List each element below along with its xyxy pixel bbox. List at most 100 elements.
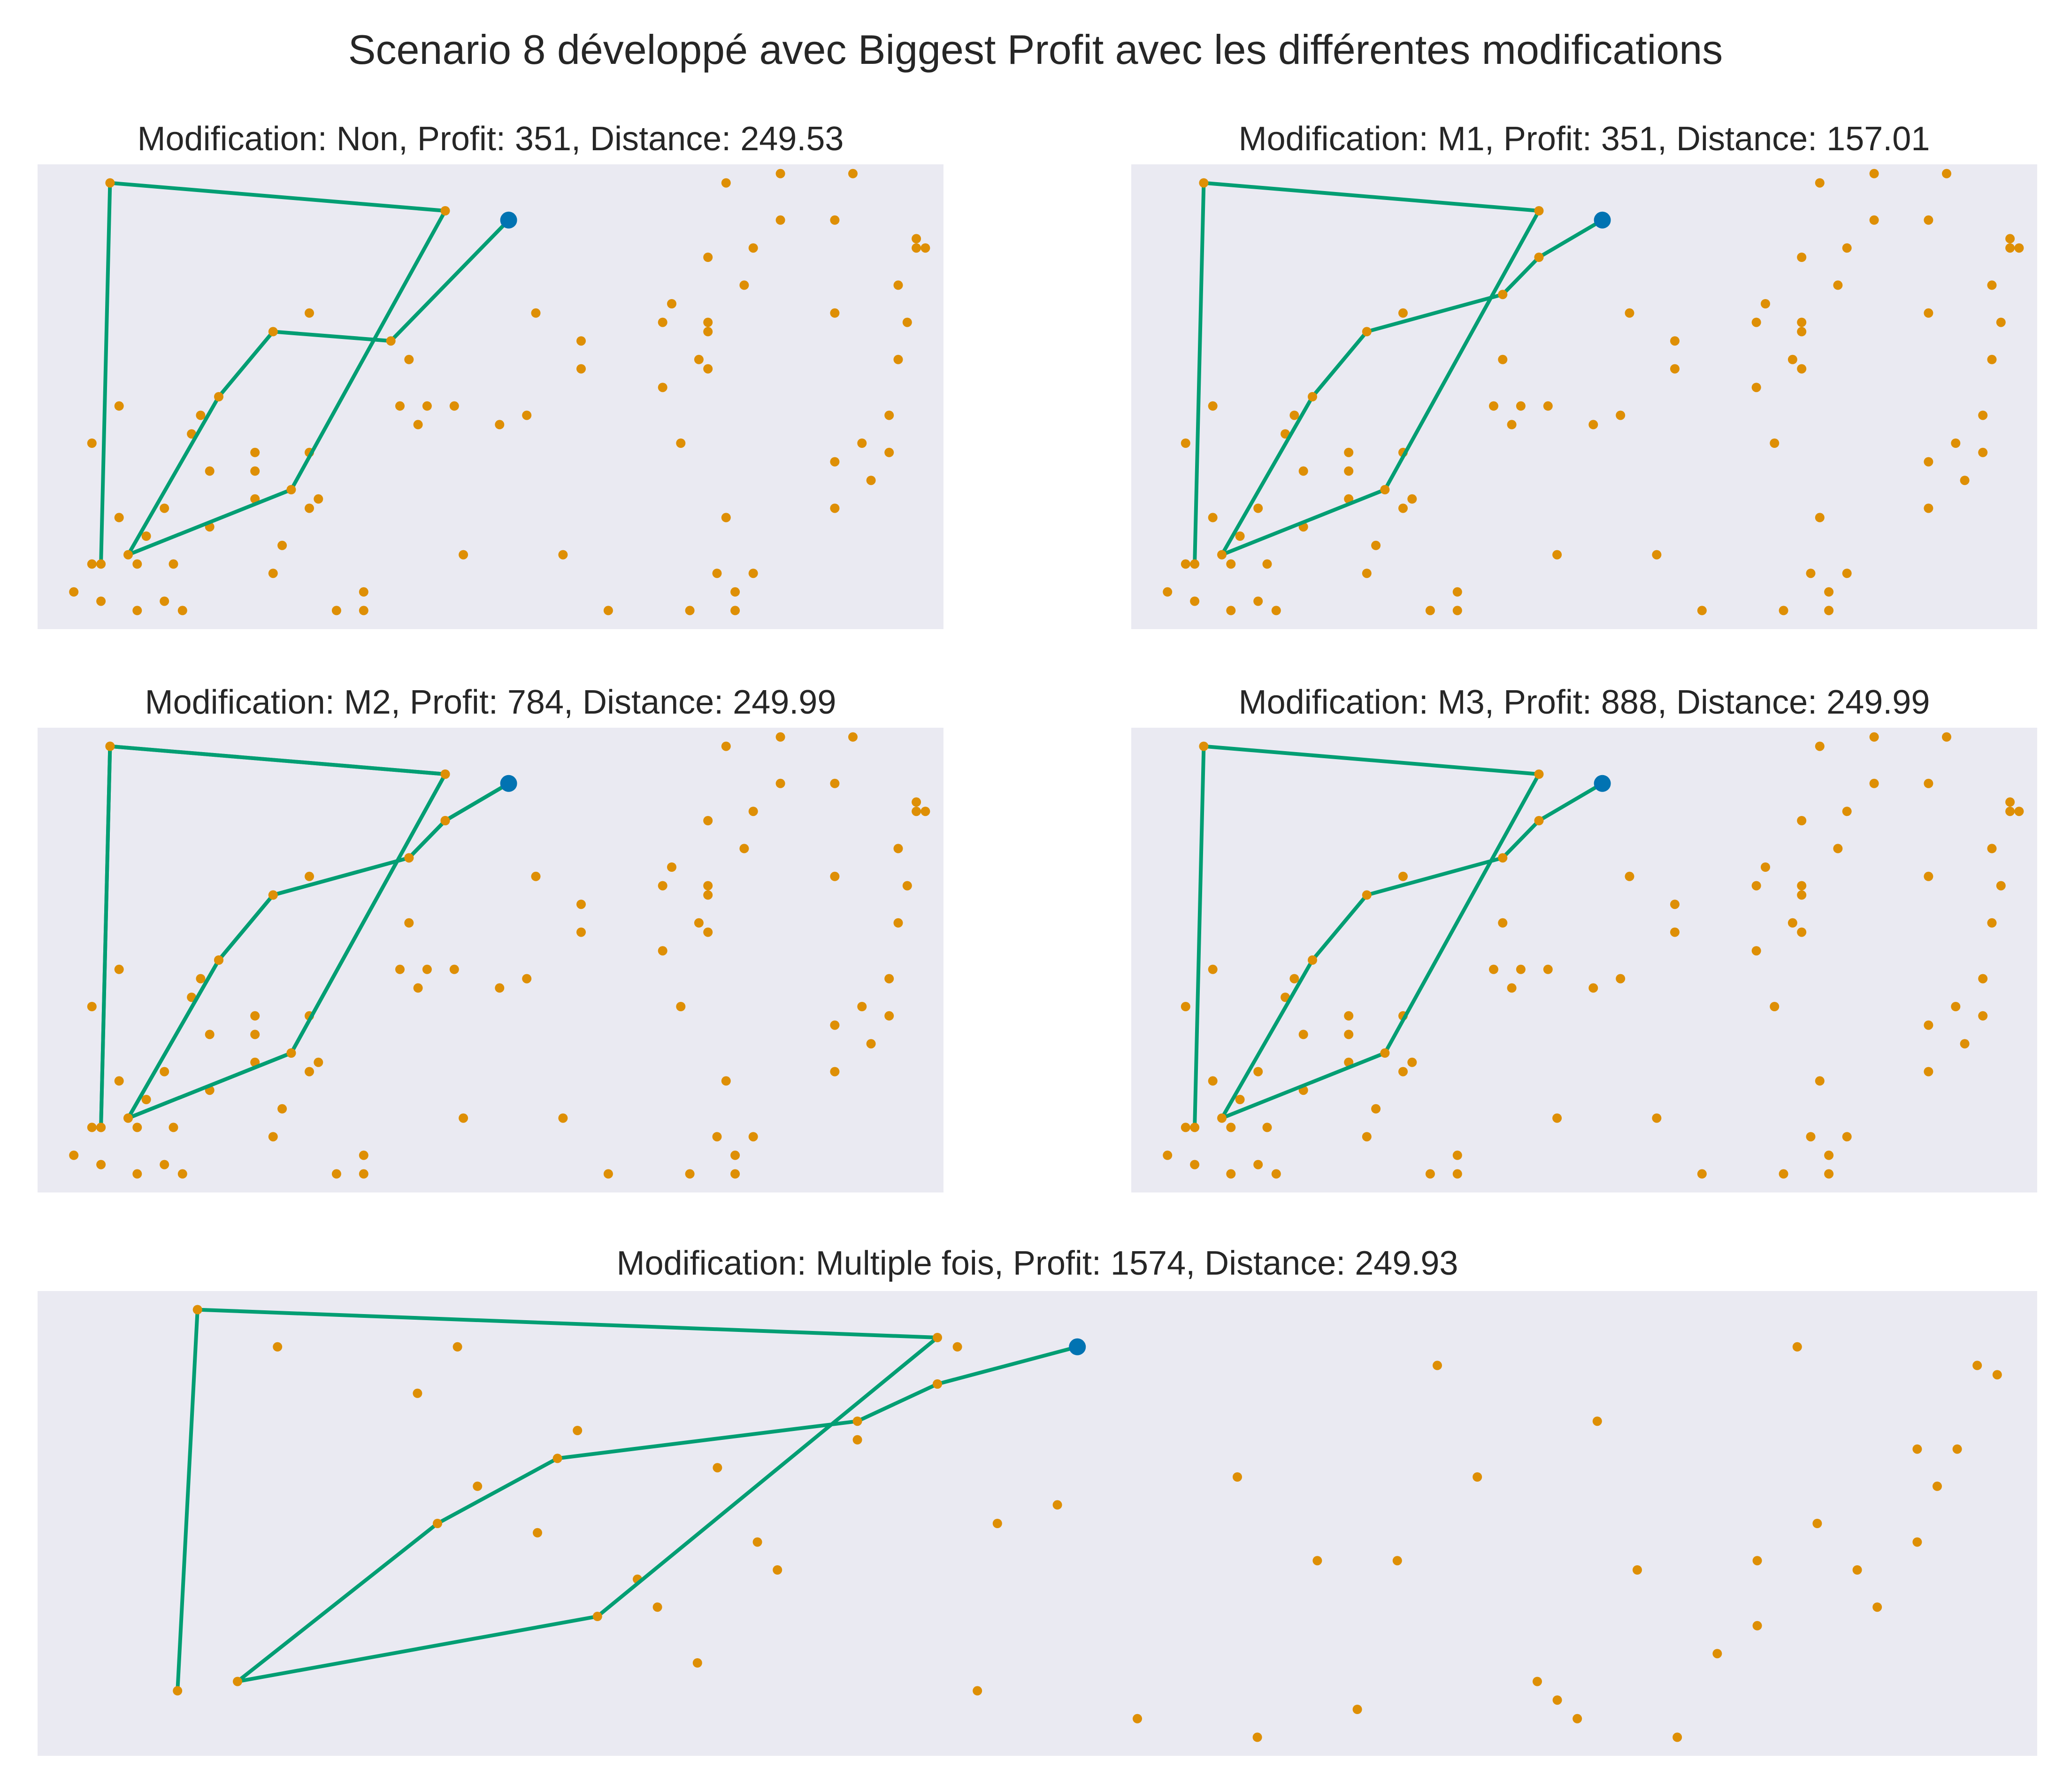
customer-point [830, 1067, 840, 1077]
customer-point [830, 503, 840, 513]
customer-point [177, 1169, 187, 1179]
customer-point [857, 438, 867, 448]
customer-point [1298, 466, 1308, 476]
customer-point [314, 494, 323, 504]
customer-point [1797, 816, 1807, 825]
customer-point [268, 1132, 278, 1142]
customer-point [712, 569, 722, 578]
customer-point [1996, 881, 2006, 891]
customer-point [603, 606, 613, 615]
customer-point [96, 1160, 106, 1169]
customer-point [721, 1076, 731, 1086]
route-line [99, 744, 510, 1128]
route-vertex [123, 550, 133, 560]
customer-point [1344, 1011, 1354, 1021]
customer-point [1806, 569, 1816, 578]
customer-point [830, 215, 840, 225]
start-depot-point [500, 775, 517, 792]
customer-point [1489, 964, 1498, 974]
customer-point [1812, 1519, 1822, 1528]
customer-point [1516, 964, 1526, 974]
customer-point [196, 974, 206, 984]
customer-point [114, 401, 124, 411]
customer-point [2005, 797, 2015, 807]
customer-point [1824, 1169, 1834, 1179]
customer-point [1452, 1150, 1462, 1160]
customer-point [422, 964, 432, 974]
customer-point [1163, 1150, 1173, 1160]
customer-point [1133, 1714, 1142, 1723]
customer-point [522, 974, 532, 984]
customer-point [912, 243, 921, 253]
customer-point [1398, 308, 1408, 318]
customer-point [1670, 364, 1680, 374]
customer-point [884, 974, 894, 984]
customer-point [531, 308, 541, 318]
customer-point [1473, 1472, 1482, 1482]
customer-point [114, 964, 124, 974]
customer-point [775, 778, 785, 788]
customer-point [404, 354, 414, 364]
route-vertex [268, 327, 278, 337]
customer-point [1271, 606, 1281, 615]
customer-point [1208, 513, 1218, 523]
customer-point [1842, 1132, 1852, 1142]
customer-point [973, 1686, 982, 1696]
customer-point [1289, 410, 1299, 420]
route-vertex [433, 1519, 442, 1528]
customer-point [775, 732, 785, 742]
customer-point [1815, 741, 1825, 751]
customer-point [495, 983, 505, 993]
customer-point [1208, 1076, 1218, 1086]
customer-point [1824, 1150, 1834, 1160]
customer-point [1987, 354, 1997, 364]
customer-point [87, 559, 97, 569]
route-vertex [1199, 178, 1209, 188]
customer-point [1507, 420, 1517, 430]
customer-point [852, 1435, 862, 1445]
customer-point [1751, 383, 1761, 392]
customer-point [1787, 354, 1797, 364]
route-vertex [404, 853, 414, 863]
plot-area [1131, 728, 2037, 1192]
customer-point [1924, 215, 1933, 225]
route-vertex [214, 955, 223, 965]
customer-point [830, 778, 840, 788]
customer-point [1872, 1602, 1882, 1612]
customer-point [658, 946, 667, 956]
customer-point [1452, 587, 1462, 597]
route-vertex [1534, 206, 1544, 215]
customer-point [1208, 401, 1218, 411]
customer-point [752, 1537, 762, 1547]
customer-point [1362, 569, 1372, 578]
customer-point [1924, 871, 1933, 881]
customer-point [558, 1113, 568, 1123]
customer-point [857, 1002, 867, 1011]
customer-point [1616, 974, 1626, 984]
customer-point [1770, 438, 1780, 448]
customer-point [694, 354, 704, 364]
customer-point [703, 327, 713, 337]
customer-point [1181, 1123, 1190, 1132]
customer-point [658, 383, 667, 392]
customer-point [866, 476, 876, 485]
customer-point [884, 447, 894, 457]
customer-point [730, 587, 740, 597]
customer-point [2005, 234, 2015, 244]
customer-point [713, 1463, 722, 1473]
customer-point [305, 308, 314, 318]
customer-point [912, 807, 921, 816]
customer-point [1181, 559, 1190, 569]
customer-point [1869, 169, 1879, 178]
route-vertex [1217, 550, 1227, 560]
customer-point [1452, 606, 1462, 615]
route-vertex [1217, 1113, 1227, 1123]
plot-area [38, 728, 943, 1192]
customer-point [141, 1095, 151, 1104]
customer-point [1751, 317, 1761, 327]
route-line [176, 1307, 1078, 1691]
customer-point [1398, 1067, 1408, 1077]
customer-point [277, 1104, 287, 1114]
customer-point [1992, 1370, 2002, 1380]
customer-point [603, 1169, 613, 1179]
